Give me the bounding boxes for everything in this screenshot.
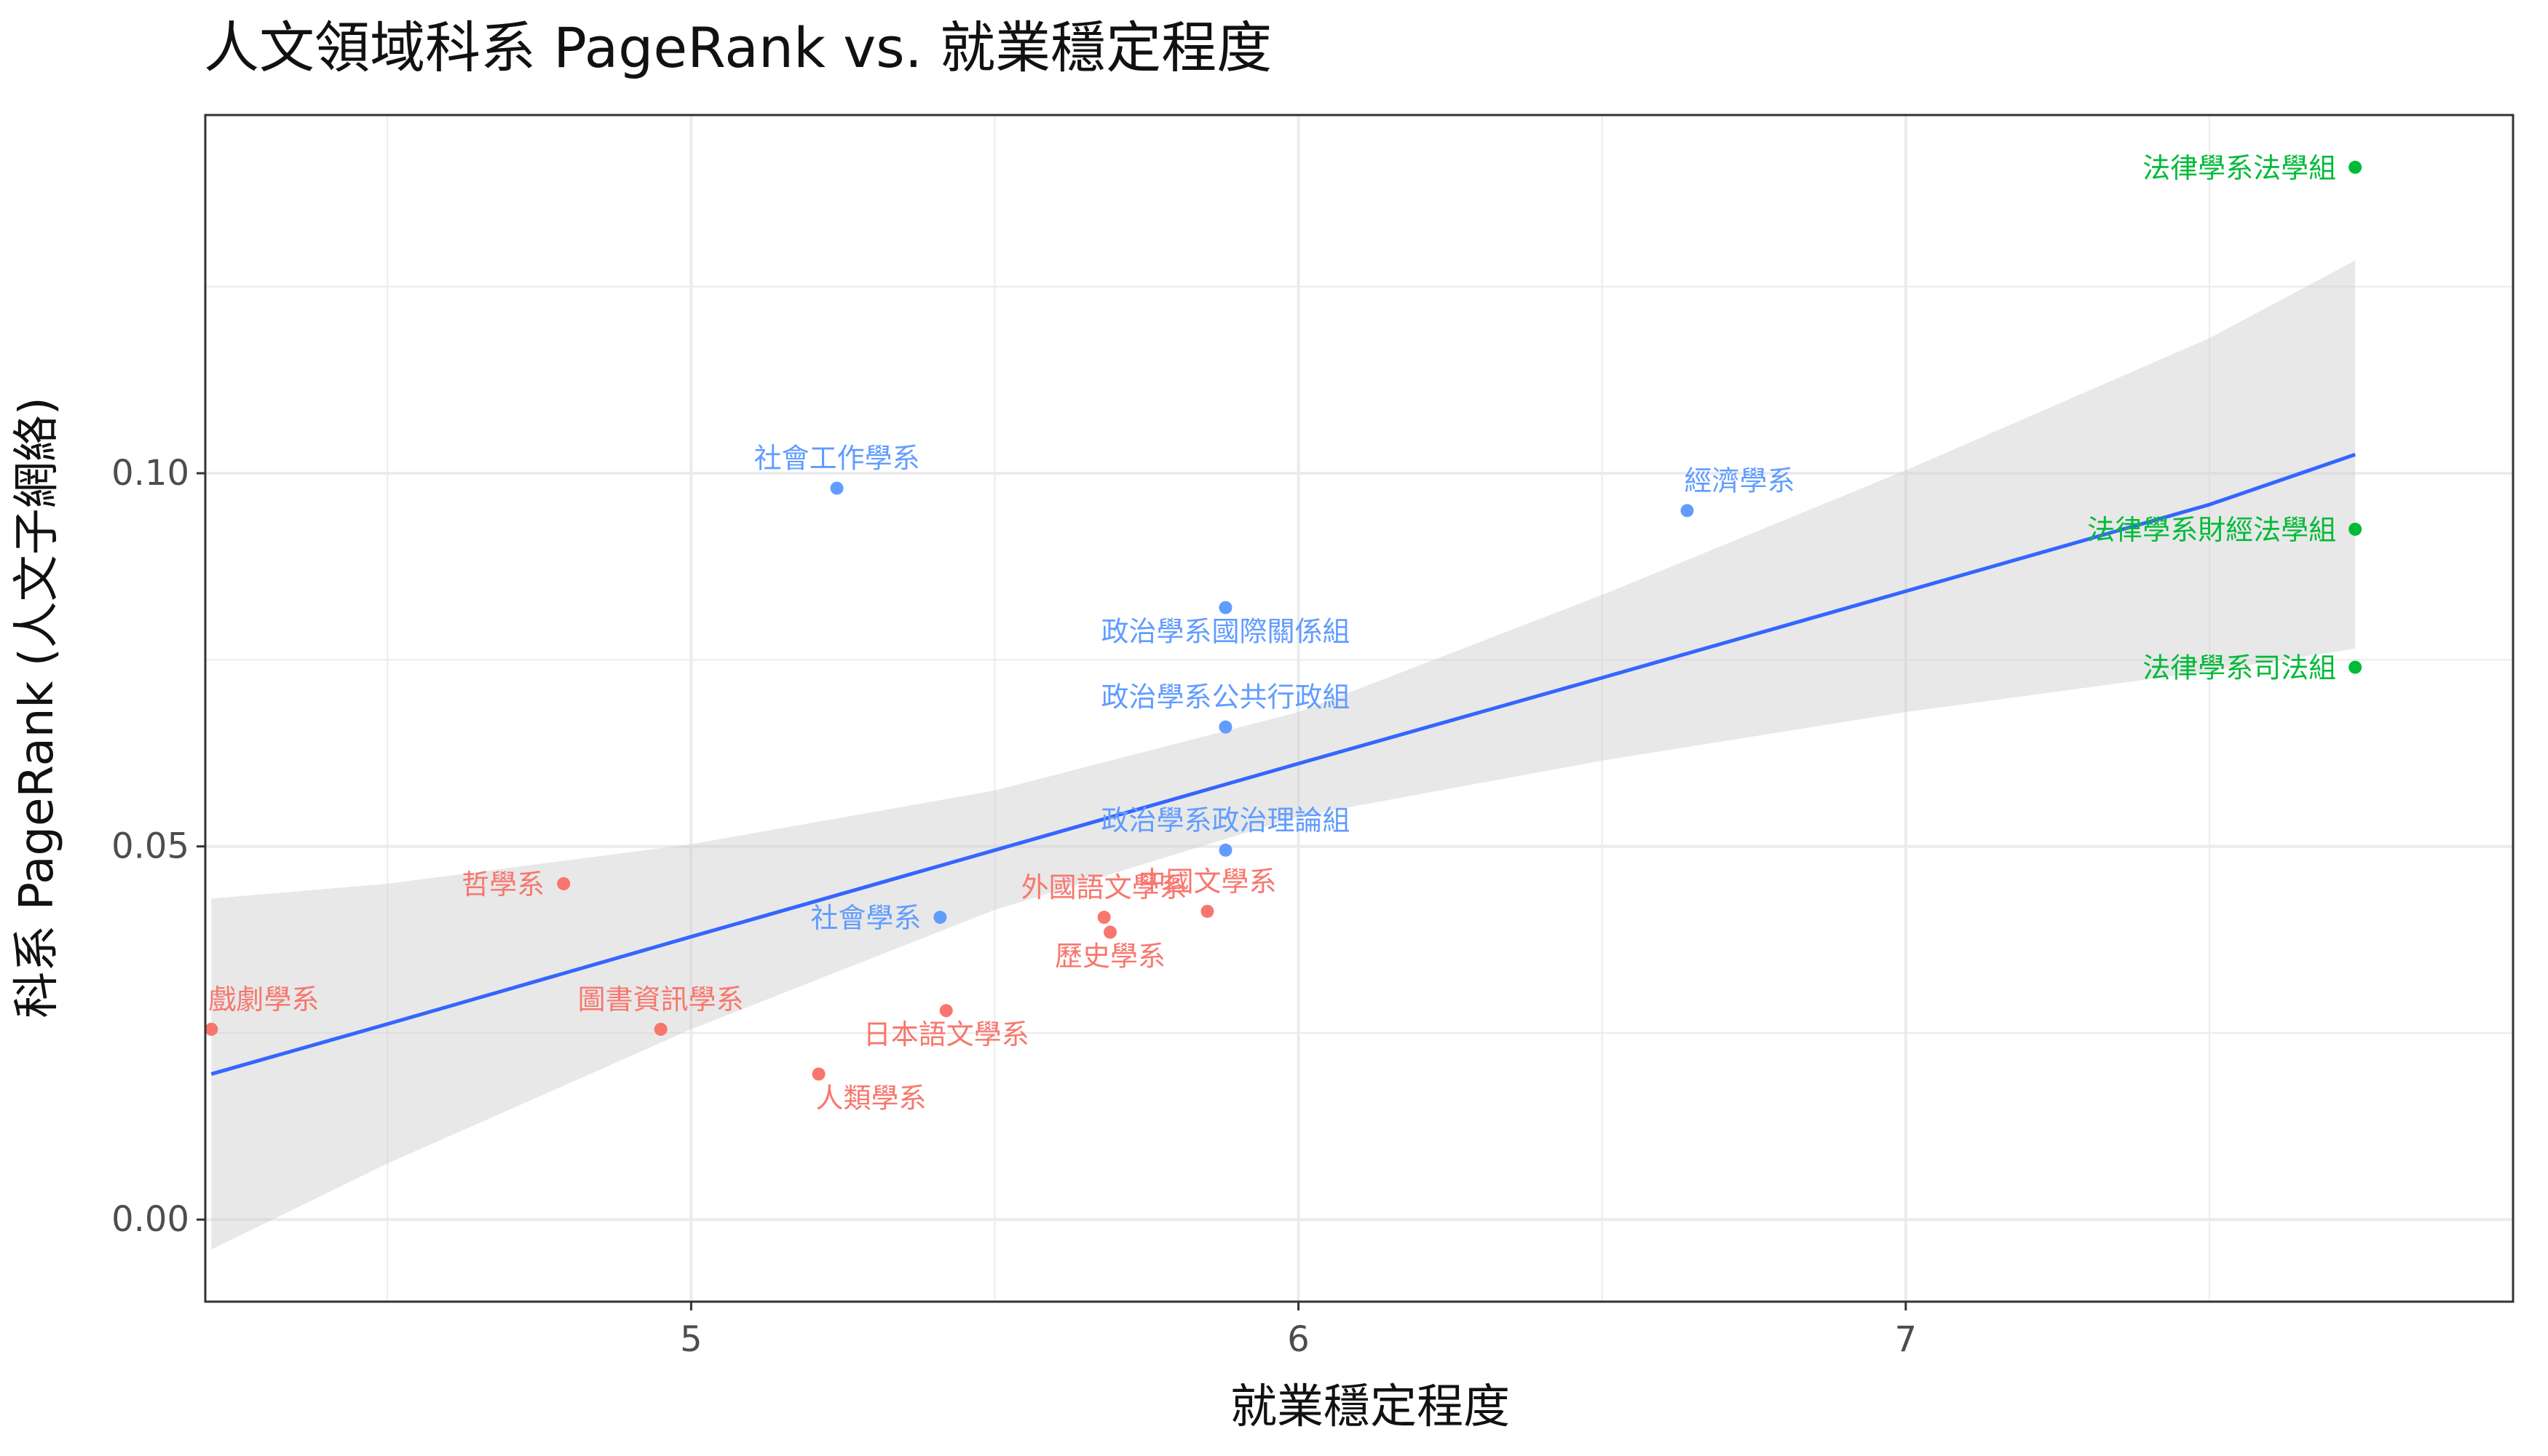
y-tick-label-2: 0.10 — [111, 453, 189, 494]
point-3 — [1680, 504, 1694, 518]
point-label-4: 社會工作學系 — [754, 443, 920, 475]
point-label-0: 法律學系法學組 — [2143, 152, 2336, 184]
point-15 — [939, 1004, 953, 1018]
point-label-13: 圖書資訊學系 — [578, 984, 744, 1016]
point-4 — [830, 481, 844, 495]
point-label-12: 哲學系 — [462, 869, 545, 901]
x-axis-title: 就業穩定程度 — [1230, 1380, 1510, 1434]
x-tick-label-2: 7 — [1895, 1319, 1918, 1360]
point-label-11: 中國文學系 — [1138, 866, 1276, 898]
confidence-ribbon — [211, 260, 2356, 1250]
y-tick-label-0: 0.00 — [111, 1199, 189, 1240]
point-5 — [1219, 601, 1233, 614]
point-13 — [654, 1022, 668, 1036]
point-2 — [2349, 660, 2362, 674]
x-tick-label-1: 6 — [1287, 1319, 1310, 1360]
point-label-15: 日本語文學系 — [863, 1018, 1029, 1051]
point-16 — [812, 1067, 826, 1081]
point-1 — [2349, 522, 2362, 536]
minor-grid — [205, 115, 2513, 1302]
point-label-5: 政治學系國際關係組 — [1101, 616, 1350, 648]
y-tick-label-1: 0.05 — [111, 826, 189, 867]
panel-border — [204, 114, 2515, 1303]
x-tick-label-0: 5 — [680, 1319, 703, 1360]
point-label-7: 政治學系政治理論組 — [1101, 804, 1350, 836]
point-0 — [2349, 160, 2362, 174]
point-label-6: 政治學系公共行政組 — [1101, 681, 1350, 713]
chart-title: 人文領域科系 PageRank vs. 就業穩定程度 — [204, 15, 1272, 80]
regression-line — [210, 453, 2356, 1076]
point-12 — [557, 877, 571, 890]
y-axis-title: 科系 PageRank (人文子網絡) — [10, 397, 64, 1018]
point-label-9: 外國語文學系 — [1021, 871, 1187, 903]
point-label-10: 歷史學系 — [1055, 941, 1166, 973]
point-7 — [1219, 843, 1233, 857]
point-label-2: 法律學系司法組 — [2143, 652, 2336, 684]
point-label-1: 法律學系財經法學組 — [2087, 514, 2336, 546]
point-label-8: 社會學系 — [810, 902, 921, 934]
point-label-16: 人類學系 — [816, 1082, 927, 1114]
data-points — [205, 160, 2362, 1081]
point-9 — [1097, 911, 1111, 925]
point-label-14: 戲劇學系 — [208, 984, 319, 1016]
point-11 — [1200, 904, 1214, 918]
x-axis: 5 6 7 — [680, 1302, 1917, 1360]
major-grid — [205, 115, 2513, 1302]
point-10 — [1103, 925, 1117, 939]
point-14 — [205, 1022, 218, 1036]
point-8 — [933, 911, 947, 925]
point-label-3: 經濟學系 — [1684, 464, 1795, 496]
point-6 — [1219, 720, 1233, 734]
y-axis: 0.00 0.05 0.10 — [111, 453, 205, 1240]
panel-background — [205, 115, 2513, 1302]
